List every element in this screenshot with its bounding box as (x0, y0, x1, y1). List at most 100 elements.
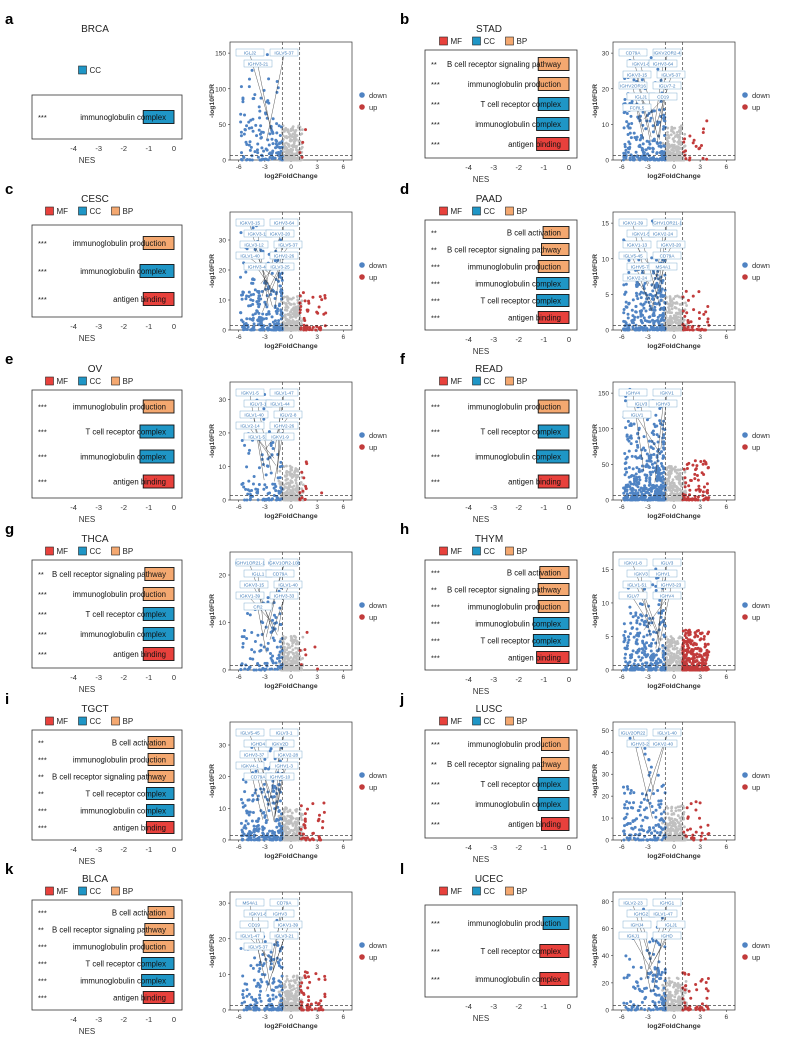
down-point (631, 298, 635, 302)
legend-swatch-bp (505, 206, 514, 216)
ns-point (669, 638, 672, 642)
ns-point (294, 322, 297, 326)
pathway-label: T cell receptor complex (86, 428, 167, 437)
down-point (640, 662, 644, 666)
up-point (698, 489, 702, 493)
down-legend-dot (742, 262, 748, 268)
down-point (252, 322, 256, 326)
down-point (277, 319, 281, 323)
down-point (271, 482, 275, 486)
down-point (278, 133, 282, 137)
gene-label: IGKV3-11 (248, 232, 268, 237)
up-point (688, 134, 692, 138)
down-point (254, 487, 258, 491)
down-point (271, 117, 275, 121)
ns-point (285, 318, 289, 321)
nes-tick-label: -1 (146, 322, 153, 331)
up-point (316, 667, 320, 671)
down-point (275, 645, 279, 649)
down-point (267, 77, 271, 81)
up-point (686, 298, 690, 302)
down-point (634, 138, 638, 142)
nes-tick-label: -2 (515, 163, 522, 172)
down-point (639, 613, 643, 617)
ns-point (278, 469, 282, 473)
legend-swatch-cc (78, 546, 87, 556)
down-legend-dot (359, 262, 365, 268)
down-point (631, 498, 635, 502)
legend-label-cc: CC (484, 37, 496, 46)
y-tick-label: 50 (219, 122, 227, 129)
up-point (307, 301, 311, 305)
ns-point (282, 495, 286, 499)
cancer-title: THCA (81, 534, 109, 545)
down-point (268, 132, 272, 136)
nes-bar (537, 77, 570, 91)
up-point (681, 658, 685, 662)
gene-label-box (239, 240, 269, 249)
x-tick-label: -3 (645, 334, 651, 341)
y-tick-label: 10 (219, 620, 227, 627)
down-point (259, 643, 263, 647)
up-point (702, 485, 706, 489)
down-point (624, 426, 628, 430)
up-point (684, 668, 688, 672)
legend-swatch-bp (505, 36, 514, 46)
down-point (241, 645, 245, 649)
down-point (646, 152, 650, 156)
down-point (651, 124, 655, 128)
down-point (275, 80, 279, 84)
ns-point (301, 483, 305, 487)
gene-label: IGKV1-39 (623, 221, 644, 226)
up-point (684, 157, 688, 161)
down-point (256, 633, 260, 637)
down-point (650, 641, 654, 645)
up-point (706, 632, 710, 636)
down-point (635, 294, 639, 298)
gene-label: IGKV2-24 (653, 232, 674, 237)
down-point (247, 479, 251, 483)
down-point (654, 665, 658, 669)
gene-label-box (652, 81, 682, 90)
down-point (249, 118, 253, 122)
down-point (631, 649, 635, 653)
down-point (277, 152, 281, 156)
ns-point (286, 312, 290, 316)
ns-point (672, 652, 676, 656)
up-point (688, 630, 692, 634)
up-legend-dot (742, 614, 748, 620)
down-point (626, 437, 630, 441)
down-point (279, 294, 283, 298)
down-point (274, 292, 278, 296)
down-point (661, 454, 665, 458)
ns-point (298, 314, 302, 317)
down-point (265, 664, 269, 668)
up-point (688, 328, 692, 332)
down-point (268, 155, 272, 159)
ns-point (670, 307, 674, 311)
x-tick-label: -6 (619, 674, 625, 681)
ns-point (295, 144, 298, 148)
down-point (265, 485, 269, 489)
ns-point (672, 637, 676, 641)
down-point (250, 154, 254, 158)
down-point (632, 635, 636, 639)
significance-stars: *** (431, 603, 440, 612)
down-point (657, 488, 661, 492)
legend-swatch-cc (472, 206, 481, 216)
down-point (651, 130, 655, 134)
gene-label: IGHV3-23 (661, 583, 682, 588)
down-point (636, 667, 640, 671)
ns-point (672, 658, 676, 662)
down-point (277, 304, 281, 308)
up-point (694, 488, 698, 492)
down-point (632, 78, 636, 82)
gene-label-box (648, 262, 678, 271)
pathway-label: antigen binding (113, 650, 166, 659)
x-tick-label: 6 (724, 504, 728, 511)
y-tick-label: 20 (219, 430, 227, 437)
down-point (637, 649, 641, 653)
ns-point (285, 158, 289, 162)
